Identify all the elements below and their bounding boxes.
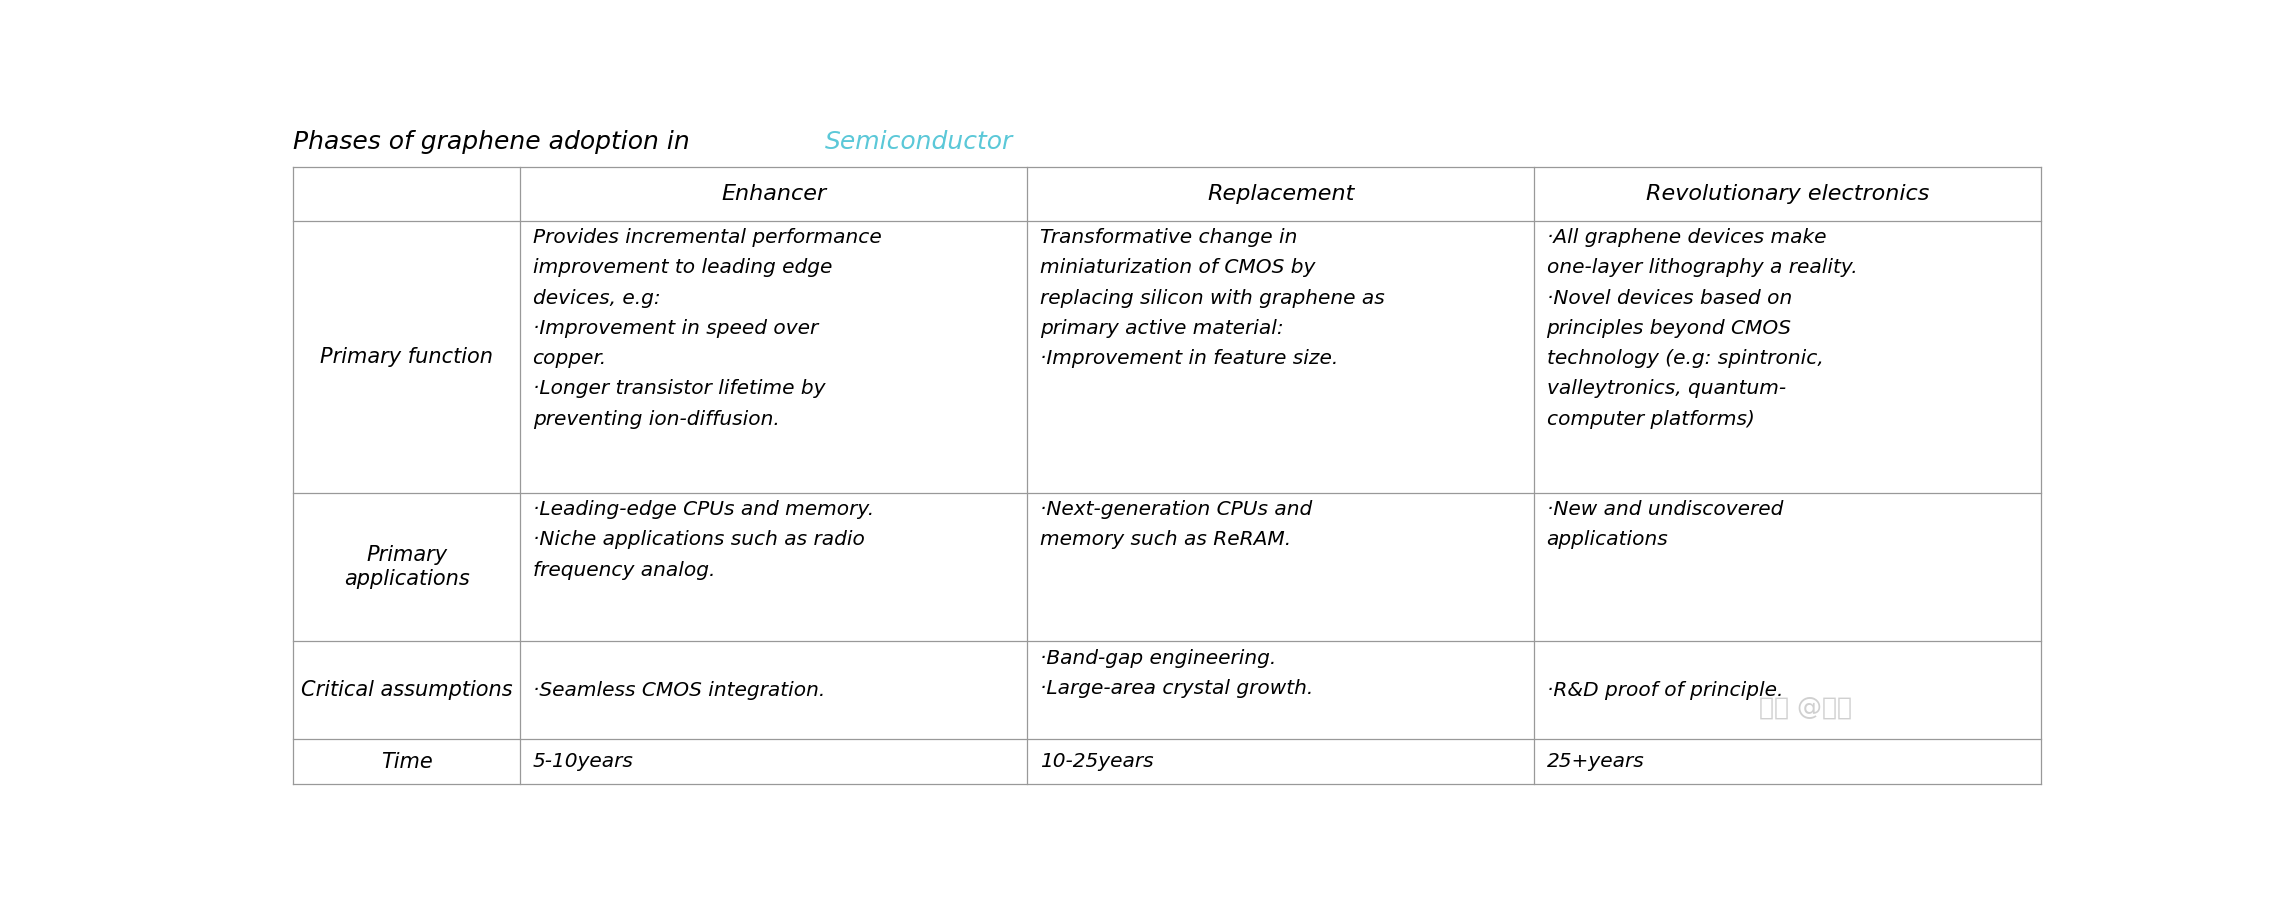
Text: ·Seamless CMOS integration.: ·Seamless CMOS integration. <box>532 681 825 700</box>
Text: Transformative change in
miniaturization of CMOS by
replacing silicon with graph: Transformative change in miniaturization… <box>1039 228 1385 368</box>
Text: Provides incremental performance
improvement to leading edge
devices, e.g:
·Impr: Provides incremental performance improve… <box>532 228 882 428</box>
Text: ·All graphene devices make
one-layer lithography a reality.
·Novel devices based: ·All graphene devices make one-layer lit… <box>1546 228 1858 428</box>
Text: ·Band-gap engineering.
·Large-area crystal growth.: ·Band-gap engineering. ·Large-area cryst… <box>1039 649 1312 698</box>
Text: 10-25years: 10-25years <box>1039 752 1153 771</box>
Text: Semiconductor: Semiconductor <box>825 130 1014 154</box>
Text: Enhancer: Enhancer <box>721 184 825 203</box>
Text: ·Next-generation CPUs and
memory such as ReRAM.: ·Next-generation CPUs and memory such as… <box>1039 500 1312 549</box>
Text: 知乎 @宫非: 知乎 @宫非 <box>1760 696 1851 720</box>
Text: ·New and undiscovered
applications: ·New and undiscovered applications <box>1546 500 1783 549</box>
Text: Revolutionary electronics: Revolutionary electronics <box>1646 184 1931 203</box>
Text: Critical assumptions: Critical assumptions <box>300 680 512 700</box>
Text: ·R&D proof of principle.: ·R&D proof of principle. <box>1546 681 1783 700</box>
Text: Phases of graphene adoption in: Phases of graphene adoption in <box>293 130 698 154</box>
Text: ·Leading-edge CPUs and memory.
·Niche applications such as radio
frequency analo: ·Leading-edge CPUs and memory. ·Niche ap… <box>532 500 873 580</box>
Text: Replacement: Replacement <box>1207 184 1355 203</box>
Text: Primary
applications: Primary applications <box>343 545 468 589</box>
Text: Time: Time <box>380 752 432 771</box>
Text: Primary function: Primary function <box>321 346 493 366</box>
Text: 5-10years: 5-10years <box>532 752 634 771</box>
Text: 25+years: 25+years <box>1546 752 1644 771</box>
